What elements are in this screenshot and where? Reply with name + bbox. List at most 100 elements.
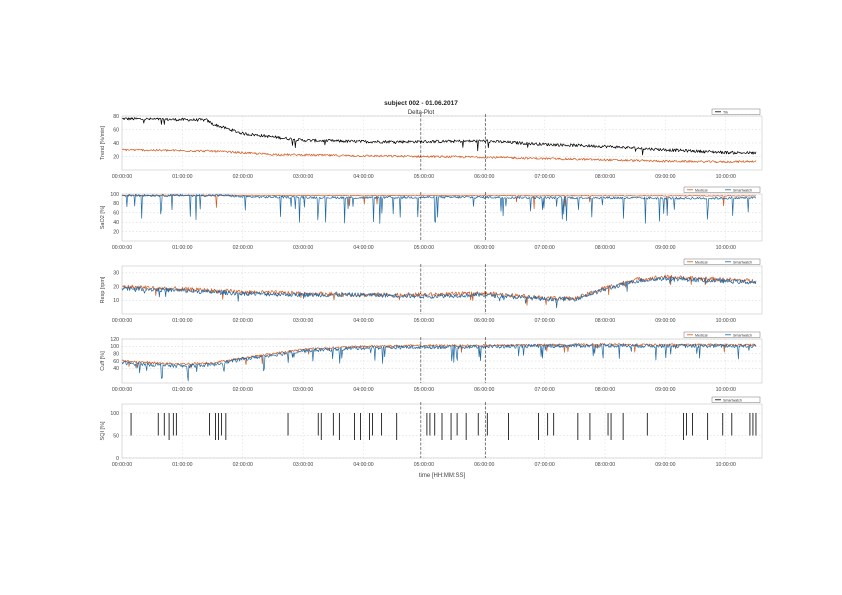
x-tick-label: 08:00:00 bbox=[595, 174, 615, 180]
legend-label: Smartwatch bbox=[723, 398, 742, 402]
x-tick-label: 09:00:00 bbox=[655, 462, 675, 468]
y-tick-label: 60 bbox=[113, 211, 119, 217]
x-tick-label: 05:00:00 bbox=[414, 387, 434, 393]
x-tick-label: 10:00:00 bbox=[716, 387, 736, 393]
x-tick-label: 06:00:00 bbox=[474, 174, 494, 180]
x-tick-label: 09:00:00 bbox=[655, 174, 675, 180]
y-tick-label: 20 bbox=[113, 154, 119, 160]
x-tick-label: 08:00:00 bbox=[595, 387, 615, 393]
legend-label: Medical bbox=[695, 188, 708, 192]
x-tick-label: 07:00:00 bbox=[535, 387, 555, 393]
x-tick-label: 05:00:00 bbox=[414, 174, 434, 180]
x-tick-label: 06:00:00 bbox=[474, 245, 494, 251]
x-tick-label: 10:00:00 bbox=[716, 462, 736, 468]
y-axis-label: SaO2 [%] bbox=[100, 205, 106, 229]
x-tick-label: 07:00:00 bbox=[535, 318, 555, 324]
x-tick-label: 09:00:00 bbox=[655, 387, 675, 393]
series-line-smartwatch bbox=[121, 193, 756, 224]
x-tick-label: 03:00:00 bbox=[293, 387, 313, 393]
x-tick-label: 02:00:00 bbox=[233, 174, 253, 180]
x-tick-label: 00:00:00 bbox=[112, 245, 132, 251]
chart-title: subject 002 - 01.06.2017 bbox=[384, 100, 458, 107]
legend-box bbox=[683, 331, 761, 338]
series-line-smartwatch bbox=[121, 275, 757, 309]
x-tick-label: 07:00:00 bbox=[535, 174, 555, 180]
legend-label: Smartwatch bbox=[733, 188, 752, 192]
x-tick-label: 01:00:00 bbox=[172, 174, 192, 180]
y-tick-label: 0 bbox=[116, 456, 119, 462]
legend-label: Trk bbox=[723, 110, 728, 114]
x-tick-label: 00:00:00 bbox=[112, 462, 132, 468]
series-line-trk bbox=[121, 117, 757, 156]
y-axis-label: SQI [%] bbox=[100, 421, 106, 440]
y-axis-label: Resp [rpm] bbox=[100, 276, 106, 303]
x-tick-label: 03:00:00 bbox=[293, 245, 313, 251]
y-tick-label: 40 bbox=[113, 366, 119, 372]
series-line-medical bbox=[122, 274, 757, 306]
x-tick-label: 02:00:00 bbox=[233, 318, 253, 324]
x-tick-label: 00:00:00 bbox=[112, 387, 132, 393]
x-tick-label: 06:00:00 bbox=[474, 462, 494, 468]
y-tick-label: 80 bbox=[113, 201, 119, 207]
x-tick-label: 01:00:00 bbox=[172, 318, 192, 324]
x-tick-label: 06:00:00 bbox=[474, 387, 494, 393]
x-tick-label: 01:00:00 bbox=[172, 387, 192, 393]
chart-subtitle: Delta-Plot bbox=[407, 110, 435, 116]
y-axis-label: Trend [%/min] bbox=[100, 126, 106, 161]
x-tick-label: 04:00:00 bbox=[353, 174, 373, 180]
y-tick-label: 20 bbox=[113, 284, 119, 290]
y-tick-label: 80 bbox=[113, 351, 119, 357]
x-tick-label: 07:00:00 bbox=[535, 462, 555, 468]
x-tick-label: 05:00:00 bbox=[414, 318, 434, 324]
legend-box bbox=[711, 108, 761, 115]
x-tick-label: 06:00:00 bbox=[474, 318, 494, 324]
y-tick-label: 100 bbox=[110, 192, 119, 198]
y-tick-label: 100 bbox=[110, 411, 119, 417]
y-tick-label: 80 bbox=[113, 114, 119, 120]
x-tick-label: 02:00:00 bbox=[233, 245, 253, 251]
x-tick-label: 04:00:00 bbox=[353, 318, 373, 324]
y-tick-label: 50 bbox=[113, 433, 119, 439]
legend-box bbox=[683, 258, 761, 265]
legend-label: Medical bbox=[695, 260, 708, 264]
x-tick-label: 04:00:00 bbox=[353, 387, 373, 393]
y-tick-label: 40 bbox=[113, 141, 119, 147]
y-tick-label: 60 bbox=[113, 359, 119, 365]
y-tick-label: 30 bbox=[113, 271, 119, 277]
x-tick-label: 03:00:00 bbox=[293, 174, 313, 180]
legend-label: Smartwatch bbox=[733, 333, 752, 337]
x-tick-label: 01:00:00 bbox=[172, 462, 192, 468]
x-tick-label: 10:00:00 bbox=[716, 174, 736, 180]
x-tick-label: 05:00:00 bbox=[414, 245, 434, 251]
x-axis-label: time [HH:MM:SS] bbox=[419, 473, 466, 479]
panel-frame bbox=[121, 193, 763, 242]
x-tick-label: 00:00:00 bbox=[112, 318, 132, 324]
y-tick-label: 40 bbox=[113, 220, 119, 226]
x-tick-label: 09:00:00 bbox=[655, 245, 675, 251]
x-tick-label: 09:00:00 bbox=[655, 318, 675, 324]
legend-box bbox=[711, 396, 761, 403]
y-tick-label: 120 bbox=[110, 337, 119, 343]
y-axis-label: Cuff [%] bbox=[100, 351, 106, 371]
x-tick-label: 02:00:00 bbox=[233, 462, 253, 468]
x-tick-label: 08:00:00 bbox=[595, 462, 615, 468]
x-tick-label: 01:00:00 bbox=[172, 245, 192, 251]
x-tick-label: 07:00:00 bbox=[535, 245, 555, 251]
x-tick-label: 10:00:00 bbox=[716, 245, 736, 251]
legend-box bbox=[683, 186, 761, 193]
x-tick-label: 08:00:00 bbox=[595, 245, 615, 251]
y-tick-label: 10 bbox=[113, 298, 119, 304]
x-tick-label: 04:00:00 bbox=[353, 245, 373, 251]
y-tick-label: 100 bbox=[110, 344, 119, 350]
y-tick-label: 60 bbox=[113, 127, 119, 133]
panel-frame bbox=[121, 265, 763, 315]
legend-label: Smartwatch bbox=[733, 260, 752, 264]
x-tick-label: 03:00:00 bbox=[293, 318, 313, 324]
x-tick-label: 05:00:00 bbox=[414, 462, 434, 468]
x-tick-label: 03:00:00 bbox=[293, 462, 313, 468]
legend-label: Medical bbox=[695, 333, 708, 337]
x-tick-label: 00:00:00 bbox=[112, 174, 132, 180]
x-tick-label: 10:00:00 bbox=[716, 318, 736, 324]
y-tick-label: 20 bbox=[113, 229, 119, 235]
